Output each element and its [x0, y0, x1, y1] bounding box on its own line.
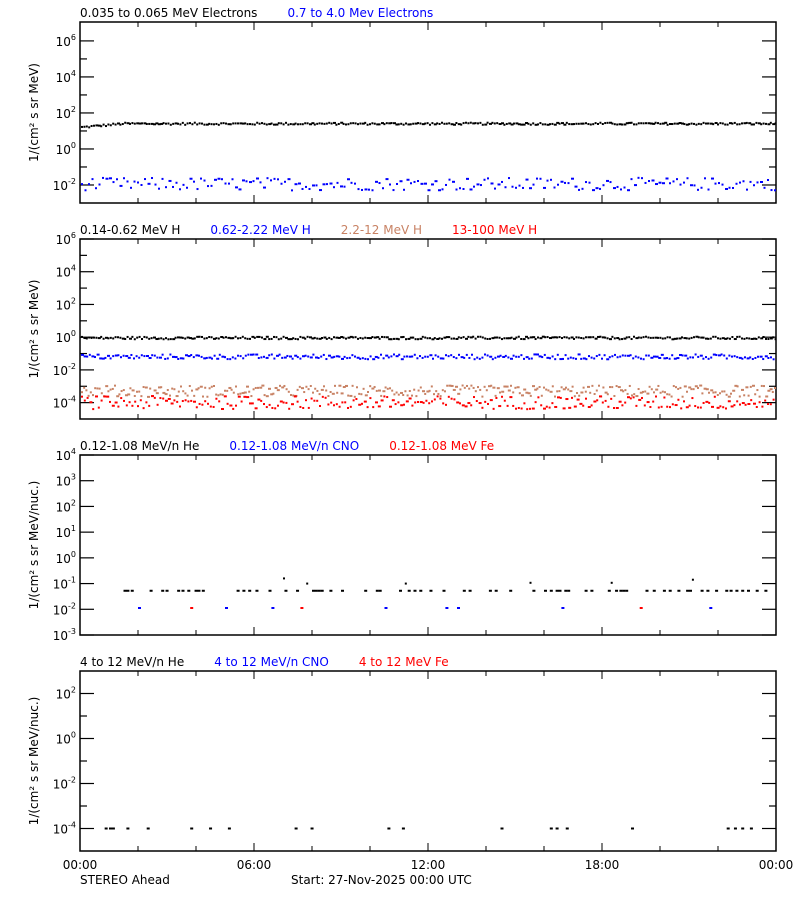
y-tick-label: 10-4: [53, 821, 76, 837]
panel-1: 0.035 to 0.065 MeV Electrons 0.7 to 4.0 M…: [27, 6, 777, 204]
panel-legend: 0.035 to 0.065 MeV Electrons 0.7 to 4.0 M…: [80, 6, 433, 20]
y-tick-label: 101: [56, 524, 76, 540]
panel-legend: 4 to 12 MeV/n He 4 to 12 MeV/n CNO 4 to 12…: [80, 655, 449, 669]
legend-entry: 0.7 to 4.0 Mev Electrons: [287, 6, 433, 20]
series-points: [123, 577, 768, 592]
y-tick-label: 102: [56, 296, 76, 312]
series-points: [81, 384, 776, 398]
y-tick-label: 104: [56, 447, 76, 463]
x-tick-label: 18:00: [585, 858, 620, 872]
series-points: [81, 176, 776, 192]
y-axis-label: 1/(cm² s sr MeV/nuc.): [27, 697, 41, 826]
x-tick-label: 06:00: [237, 858, 272, 872]
y-tick-label: 104: [56, 264, 76, 280]
series-points: [81, 335, 776, 341]
y-tick-label: 10-2: [53, 362, 76, 378]
x-tick-label: 12:00: [411, 858, 446, 872]
series-points: [104, 827, 753, 830]
y-tick-label: 106: [56, 231, 76, 247]
y-tick-label: 102: [56, 686, 76, 702]
legend-entry: 4 to 12 MeV Fe: [359, 655, 449, 669]
legend-entry: 0.035 to 0.065 MeV Electrons: [80, 6, 257, 20]
y-axis-label: 1/(cm² s sr MeV): [27, 280, 41, 379]
y-tick-label: 10-4: [53, 395, 76, 411]
series-points: [138, 607, 713, 609]
y-axis-label: 1/(cm² s sr MeV/nuc.): [27, 481, 41, 610]
panel-legend: 0.14-0.62 MeV H 0.62-2.22 MeV H 2.2-12 MeV…: [80, 223, 537, 237]
y-tick-label: 100: [56, 550, 76, 566]
y-tick-label: 102: [56, 498, 76, 514]
legend-entry: 4 to 12 MeV/n CNO: [214, 655, 329, 669]
start-time-label: Start: 27-Nov-2025 00:00 UTC: [291, 873, 472, 887]
panel-3: 0.12-1.08 MeV/n He 0.12-1.08 MeV/n CNO 0.1…: [27, 439, 777, 643]
legend-entry: 0.14-0.62 MeV H: [80, 223, 180, 237]
y-tick-label: 10-3: [53, 627, 76, 643]
x-tick-label: 00:00: [759, 858, 794, 872]
y-tick-label: 10-1: [53, 576, 76, 592]
legend-entry: 4 to 12 MeV/n He: [80, 655, 184, 669]
plot-frame: [79, 454, 777, 636]
y-axis-label: 1/(cm² s sr MeV): [27, 63, 41, 162]
panel-legend: 0.12-1.08 MeV/n He 0.12-1.08 MeV/n CNO 0.1…: [80, 439, 494, 453]
y-tick-label: 104: [56, 69, 76, 85]
plot-frame: [79, 21, 777, 204]
legend-entry: 0.12-1.08 MeV/n CNO: [229, 439, 359, 453]
series-points: [81, 353, 775, 361]
y-tick-label: 106: [56, 33, 76, 49]
spacecraft-label: STEREO Ahead: [80, 873, 170, 887]
y-tick-label: 100: [56, 329, 76, 345]
series-points: [81, 121, 776, 129]
legend-entry: 13-100 MeV H: [452, 223, 537, 237]
x-tick-label: 00:00: [63, 858, 98, 872]
y-tick-label: 100: [56, 731, 76, 747]
y-tick-label: 10-2: [53, 601, 76, 617]
legend-entry: 0.62-2.22 MeV H: [210, 223, 310, 237]
legend-entry: 0.12-1.08 MeV Fe: [389, 439, 494, 453]
y-tick-label: 10-2: [53, 776, 76, 792]
panel-4: 4 to 12 MeV/n He 4 to 12 MeV/n CNO 4 to 12…: [27, 655, 777, 852]
panel-2: 0.14-0.62 MeV H 0.62-2.22 MeV H 2.2-12 MeV…: [27, 223, 777, 420]
y-tick-label: 103: [56, 473, 76, 489]
series-points: [190, 607, 643, 609]
y-tick-label: 102: [56, 105, 76, 121]
y-tick-label: 100: [56, 141, 76, 157]
plot-frame: [79, 670, 777, 852]
legend-entry: 0.12-1.08 MeV/n He: [80, 439, 199, 453]
legend-entry: 2.2-12 MeV H: [341, 223, 422, 237]
y-tick-label: 10-2: [53, 177, 76, 193]
series-points: [81, 395, 775, 411]
